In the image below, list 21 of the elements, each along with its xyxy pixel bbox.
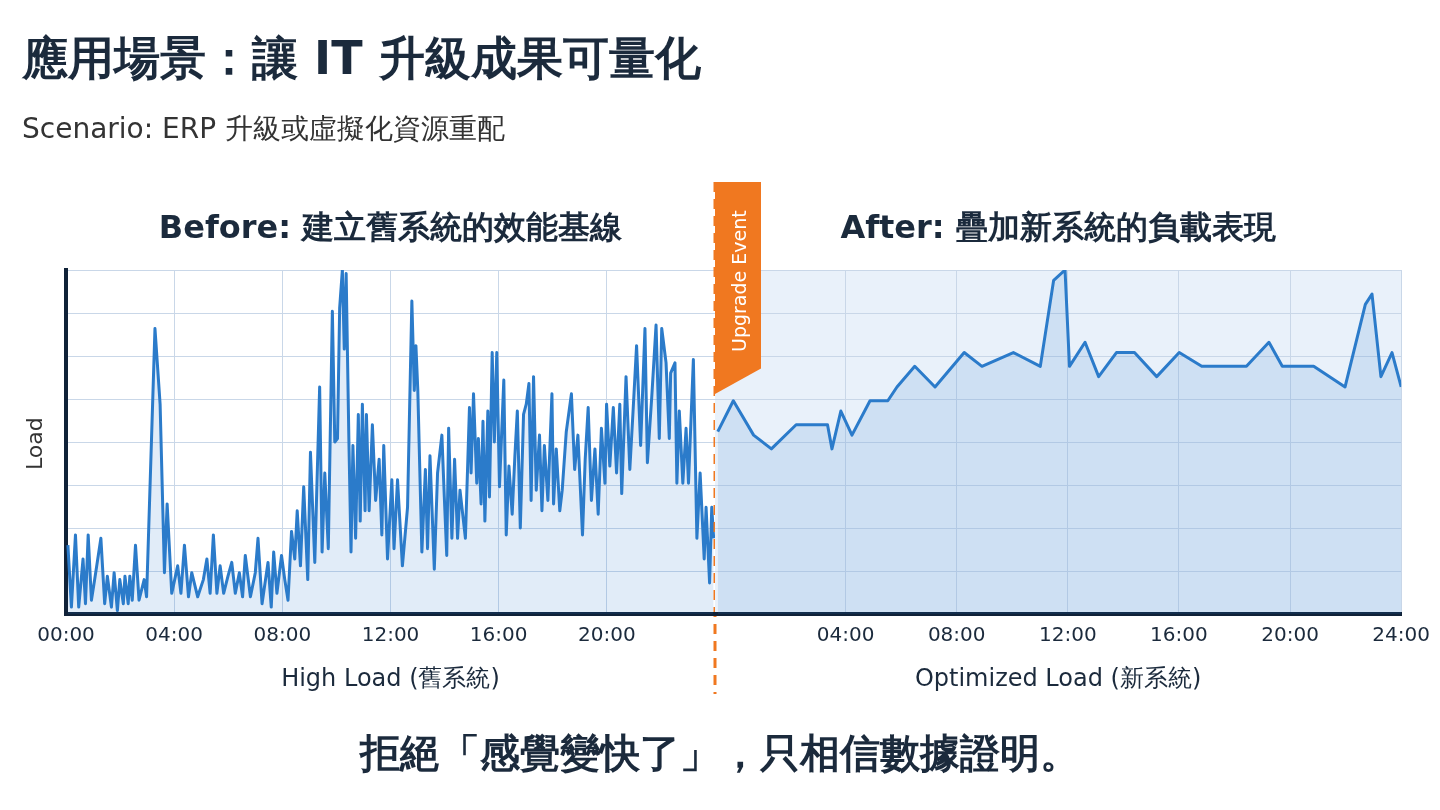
x-axis-title: High Load (舊系統) [281,663,500,694]
x-tick-label: 12:00 [1038,622,1097,647]
y-axis-title: Load [22,417,47,470]
x-tick-label: 04:00 [145,622,203,647]
x-tick-label: 16:00 [469,622,528,647]
text: Scenario: ERP 升級或虛擬化資源重配 [22,111,505,147]
x-tick-label: 00:00 [37,622,95,647]
x-tick-label: 08:00 [253,622,312,647]
x-tick-label: 04:00 [816,622,875,647]
x-tick-label: 24:00 [1372,622,1430,647]
text: 應用場景：讓 IT 升級成果可量化 [22,30,701,87]
x-tick-label: 20:00 [578,622,636,647]
chart-title: Before: 建立舊系統的效能基線 [158,207,623,248]
ref-line-label: Upgrade Event [728,210,750,352]
x-tick-label: 16:00 [1150,622,1208,647]
x-tick-label: 12:00 [361,622,420,647]
chart-title: After: 疊加新系統的負載表現 [840,207,1276,248]
x-axis-title: Optimized Load (新系統) [914,663,1202,694]
x-tick-label: 20:00 [1261,622,1319,647]
x-tick-label: 08:00 [927,622,986,647]
text: 拒絕「感覺變快了」，只相信數據證明。 [360,729,1080,778]
